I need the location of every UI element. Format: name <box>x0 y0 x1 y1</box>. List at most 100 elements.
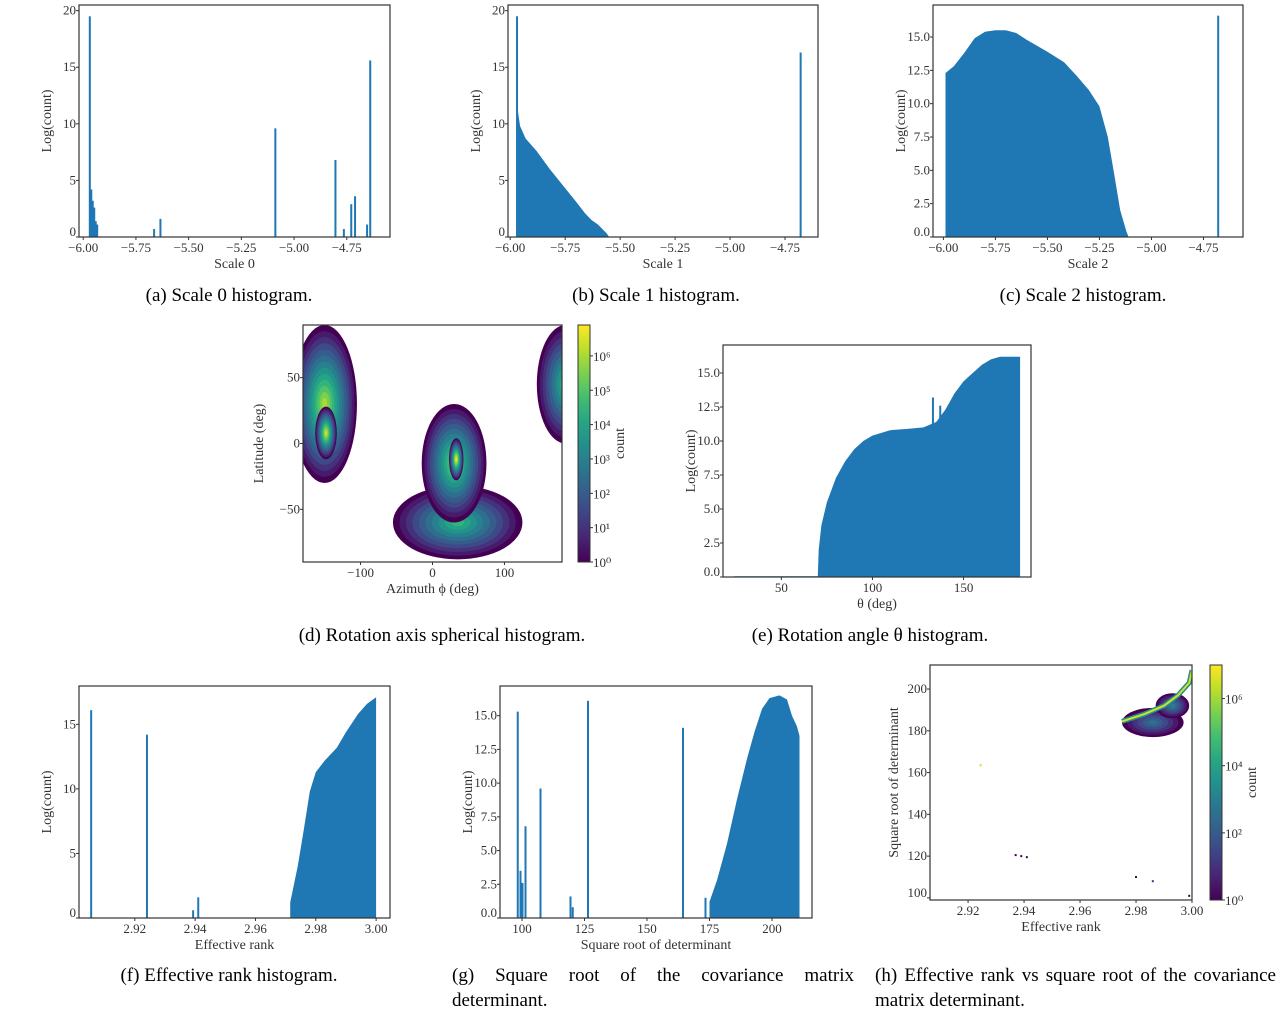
histogram-bar <box>159 218 162 237</box>
colorbar-label: count <box>1245 767 1260 798</box>
y-tick-label: 20 <box>492 3 505 18</box>
caption-f: (f) Effective rank histogram. <box>120 965 338 986</box>
density-point <box>1151 880 1154 883</box>
histogram-bar <box>90 710 93 918</box>
histogram-bar <box>342 229 345 237</box>
y-tick-label: 100 <box>908 885 928 900</box>
x-tick-label: 100 <box>495 565 515 580</box>
y-tick-label: 50 <box>287 370 300 385</box>
y-tick-label: 5 <box>499 172 506 187</box>
x-tick-label: −5.75 <box>550 240 580 255</box>
x-tick-label: 0 <box>429 565 436 580</box>
x-axis-label: θ (deg) <box>857 597 897 612</box>
y-axis-label: Latitude (deg) <box>252 403 267 483</box>
histogram-bar <box>334 160 337 237</box>
density-point <box>1014 854 1017 857</box>
y-tick-label: 0.0 <box>481 905 497 920</box>
histogram-bar <box>274 128 277 237</box>
x-tick-label: 100 <box>512 921 532 936</box>
histogram-bar <box>569 896 572 918</box>
y-tick-label: −50 <box>280 501 300 516</box>
density-ridge-peak <box>1121 669 1192 723</box>
panel-e: 50 100 150 0.0 2.5 5.0 7.5 10.0 12.5 15.0 θ (deg) L… <box>684 344 1032 612</box>
colorbar-label: count <box>613 428 628 459</box>
histogram-bar <box>354 196 357 237</box>
histogram-bar <box>521 882 524 918</box>
y-tick-label: 160 <box>908 765 928 780</box>
axes-frame <box>507 4 819 238</box>
y-tick-label: 12.5 <box>474 741 497 756</box>
histogram-area <box>290 697 377 918</box>
histogram-bar <box>939 405 942 577</box>
colorbar <box>577 324 591 563</box>
x-tick-label: 50 <box>775 580 788 595</box>
histogram-bar <box>88 16 91 237</box>
histogram-bar <box>96 224 99 237</box>
y-tick-label: 5.0 <box>704 501 720 516</box>
y-axis-label: Square root of determinant <box>887 707 902 858</box>
colorbar-tick-label: 10⁵ <box>593 383 611 398</box>
y-tick-label: 10.0 <box>907 96 930 111</box>
x-axis-label: Scale 0 <box>214 257 255 272</box>
panel-b: −6.00 −5.75 −5.50 −5.25 −5.00 −4.75 0 5 10 15 20 Sc… <box>469 3 819 272</box>
x-tick-label: −5.75 <box>980 240 1010 255</box>
y-tick-label: 120 <box>908 848 928 863</box>
histogram-area <box>733 356 1021 577</box>
histogram-bar <box>682 727 684 918</box>
y-tick-label: 10.0 <box>697 433 720 448</box>
plot-area <box>303 325 562 560</box>
x-axis-label: Scale 2 <box>1068 257 1109 272</box>
histogram-bar <box>94 221 97 237</box>
y-tick-label: 15 <box>63 59 76 74</box>
panel-a: −6.00 −5.75 −5.50 −5.25 −5.00 −4.75 0 5 10 15 20 Sc… <box>40 3 391 272</box>
x-tick-label: −5.00 <box>279 240 309 255</box>
axes-frame <box>929 664 1193 901</box>
plot-area <box>945 15 1220 237</box>
y-tick-label: 10 <box>63 781 76 796</box>
x-tick-label: −5.25 <box>226 240 256 255</box>
x-tick-label: 2.96 <box>1069 903 1092 918</box>
y-tick-label: 12.5 <box>697 399 720 414</box>
histogram-bar <box>931 397 934 577</box>
y-tick-label: 15.0 <box>697 365 720 380</box>
y-tick-label: 7.5 <box>481 809 497 824</box>
histogram-bar <box>90 189 93 237</box>
histogram-bar <box>192 910 195 918</box>
x-tick-label: 2.96 <box>244 921 267 936</box>
x-tick-label: 200 <box>762 921 782 936</box>
x-tick-label: −5.50 <box>174 240 204 255</box>
y-tick-label: 140 <box>908 806 928 821</box>
x-tick-label: −6.00 <box>495 240 525 255</box>
plot-area <box>90 697 377 918</box>
y-axis-label: Log(count) <box>461 770 476 833</box>
x-tick-label: −5.00 <box>715 240 745 255</box>
x-tick-label: 2.92 <box>957 903 980 918</box>
panel-f: 2.92 2.94 2.96 2.98 3.00 0 5 10 15 Effective rank… <box>40 685 391 953</box>
caption-e: (e) Rotation angle θ histogram. <box>751 625 989 646</box>
x-axis-label: Scale 1 <box>643 257 684 272</box>
caption-b: (b) Scale 1 histogram. <box>572 285 740 306</box>
histogram-bar <box>539 788 542 918</box>
density-region <box>1147 720 1158 725</box>
y-tick-label: 0 <box>70 905 77 920</box>
x-tick-label: −6.00 <box>928 240 958 255</box>
x-tick-label: 175 <box>700 921 720 936</box>
y-tick-label: 200 <box>908 681 928 696</box>
histogram-bar <box>145 734 148 918</box>
colorbar-tick-label: 10³ <box>593 452 610 467</box>
x-tick-label: 3.00 <box>1181 903 1204 918</box>
x-tick-label: 150 <box>637 921 657 936</box>
x-tick-label: −6.00 <box>68 240 98 255</box>
colorbar-tick-label: 10⁶ <box>1225 692 1243 707</box>
x-tick-label: −5.50 <box>1032 240 1062 255</box>
y-tick-label: 10 <box>63 116 76 131</box>
axes-frame <box>78 685 391 919</box>
density-point <box>979 764 982 767</box>
colorbar-tick-label: 10² <box>593 486 610 501</box>
panel-g: 100 125 150 175 200 0.0 2.5 5.0 7.5 10.0 12.5 15.0 S… <box>461 685 813 953</box>
histogram-bar <box>516 16 519 237</box>
x-tick-label: 2.98 <box>304 921 327 936</box>
histogram-bar <box>704 897 707 918</box>
caption-c: (c) Scale 2 histogram. <box>999 285 1167 306</box>
